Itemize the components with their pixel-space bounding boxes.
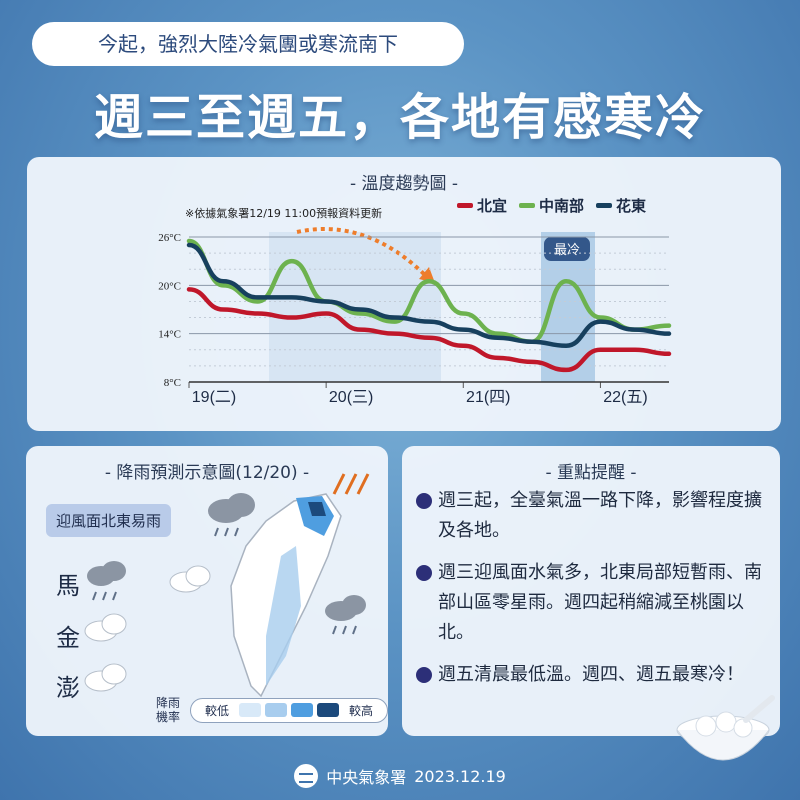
- footer-date: 2023.12.19: [414, 766, 506, 786]
- note-text: 週三迎風面水氣多，北東局部短暫雨、南部山區零星雨。週四起稍縮減至桃園以北。: [438, 562, 762, 643]
- note-item: 週五清晨最低溫。週四、週五最寒冷！: [416, 660, 768, 690]
- tangyuan-bowl-illustration: [676, 695, 775, 761]
- coldest-label: 最冷: [554, 242, 580, 257]
- trend-arrow: [296, 227, 429, 279]
- rain-area-northeast: [308, 502, 326, 516]
- scale-bar: 較低 較高: [190, 697, 388, 723]
- y-tick-label: 26°C: [158, 232, 181, 244]
- cloud-rain-icon: [208, 493, 255, 537]
- legend-swatch-central-south: [519, 203, 536, 208]
- legend-label-central-south: 中南部: [539, 197, 585, 215]
- x-tick-label: 21(四): [466, 389, 510, 406]
- scale-cell-4: [317, 703, 340, 717]
- bullet-icon: [416, 565, 432, 581]
- key-reminders-panel: - 重點提醒 - 週三起，全臺氣溫一路下降，影響程度擴及各地。 週三迎風面水氣多…: [402, 446, 780, 736]
- rain-panel-title: - 降雨預測示意圖(12/20) -: [104, 463, 310, 483]
- x-tick-label: 19(二): [192, 389, 236, 406]
- y-tick-label: 20°C: [158, 280, 181, 292]
- cloud-rain-icon: [325, 595, 366, 635]
- scale-label: 降雨機率: [156, 696, 181, 724]
- scale-high-label: 較高: [349, 703, 374, 718]
- y-tick-label: 14°C: [158, 329, 181, 341]
- scale-low-label: 較低: [205, 703, 230, 718]
- series-line-north-yilan: [186, 287, 672, 373]
- x-tick-label: 22(五): [603, 389, 647, 406]
- trend-arrowhead: [419, 267, 435, 283]
- coldest-badge: [544, 237, 590, 261]
- cloud-rain-icon: [87, 561, 126, 601]
- legend-label-hualien-taitung: 花東: [616, 197, 647, 215]
- bullet-icon: [416, 493, 432, 509]
- note-item: 週三迎風面水氣多，北東局部短暫雨、南部山區零星雨。週四起稍縮減至桃園以北。: [416, 558, 768, 648]
- legend-item-north-yilan: 北宜: [457, 195, 507, 216]
- footer: 中央氣象署 2023.12.19: [0, 764, 800, 788]
- island-kinmen: 金: [56, 624, 80, 652]
- rain-probability-scale: 降雨機率 較低 較高: [156, 696, 388, 724]
- rain-forecast-panel: - 降雨預測示意圖(12/20) - 迎風面北東易雨: [26, 446, 388, 736]
- notes-panel-title: - 重點提醒 -: [545, 463, 637, 483]
- note-text: 週五清晨最低溫。週四、週五最寒冷！: [438, 664, 744, 685]
- rain-map: [84, 473, 370, 698]
- wind-icon: [332, 473, 370, 495]
- legend-swatch-north-yilan: [457, 203, 473, 208]
- scale-cell-2: [265, 703, 288, 717]
- chart-legend: 北宜 中南部 花東: [457, 195, 646, 216]
- scale-cell-3: [291, 703, 314, 717]
- footer-agency: 中央氣象署: [326, 768, 407, 787]
- legend-swatch-hualien-taitung: [596, 203, 613, 208]
- chart-title: - 溫度趨勢圖 -: [349, 174, 459, 194]
- temperature-trend-panel: - 溫度趨勢圖 - ※依據氣象署12/19 11:00預報資料更新 北宜 中南部…: [27, 157, 781, 431]
- subtitle-banner: 今起，強烈大陸冷氣團或寒流南下: [32, 22, 464, 66]
- legend-item-central-south: 中南部: [519, 195, 584, 216]
- note-item: 週三起，全臺氣溫一路下降，影響程度擴及各地。: [416, 486, 768, 546]
- legend-label-north-yilan: 北宜: [477, 197, 508, 215]
- headline: 週三至週五，各地有感寒冷: [93, 89, 706, 146]
- cwa-logo-icon: [294, 764, 319, 788]
- cloud-icon: [84, 663, 127, 692]
- windward-rain-tag: 迎風面北東易雨: [46, 504, 172, 537]
- series-line-central-south: [186, 238, 672, 344]
- island-matsu: 馬: [56, 572, 80, 600]
- rain-area-mountain: [266, 546, 301, 686]
- x-tick-label: 20(三): [329, 389, 373, 406]
- cloud-icon: [84, 613, 127, 642]
- series-line-hualien-taitung: [186, 242, 672, 349]
- cloud-icon: [169, 565, 211, 593]
- temperature-trend-chart: 最冷 26°C 20°C 14°C 8°C 19(二) 20(三) 21(四) 22(五): [158, 227, 672, 406]
- bullet-icon: [416, 667, 432, 683]
- note-text: 週三起，全臺氣溫一路下降，影響程度擴及各地。: [438, 490, 762, 541]
- legend-item-hualien-taitung: 花東: [596, 195, 646, 216]
- scale-cell-1: [239, 703, 262, 717]
- chart-note: ※依據氣象署12/19 11:00預報資料更新: [185, 207, 383, 220]
- island-penghu: 澎: [56, 674, 80, 702]
- y-tick-label: 8°C: [164, 377, 181, 389]
